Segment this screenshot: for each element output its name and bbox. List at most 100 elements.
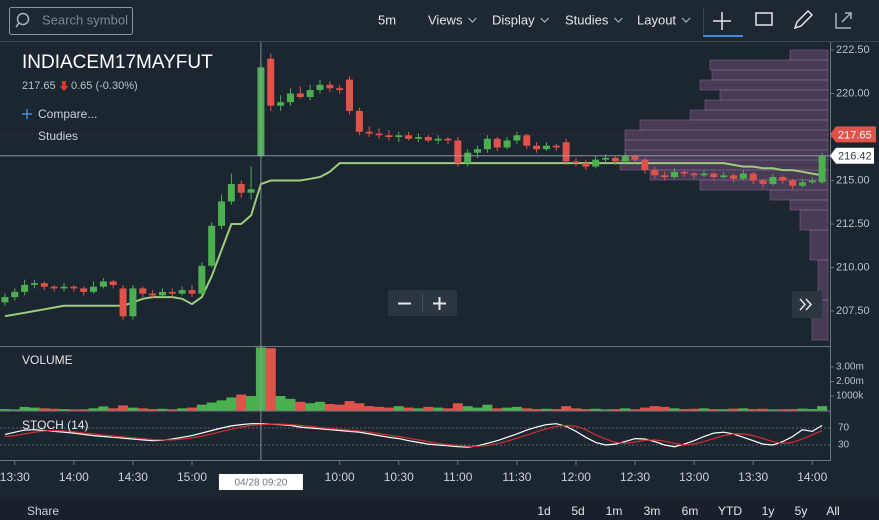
volume-bar — [738, 408, 749, 411]
candle-body — [523, 135, 531, 146]
candle-body — [247, 189, 255, 193]
candle-body — [316, 84, 324, 91]
volume-bar — [442, 408, 453, 411]
menu-item[interactable]: Display — [492, 12, 535, 27]
range-button[interactable]: 5y — [795, 504, 808, 518]
tool-icons[interactable] — [703, 8, 852, 37]
candle-body — [552, 145, 560, 148]
candle-body — [286, 93, 294, 103]
menu-item[interactable]: 5m — [378, 12, 396, 27]
stoch-title: STOCH (14) — [22, 418, 88, 432]
volume-tick-label: 2.00m — [836, 376, 864, 387]
scroll-right-button[interactable] — [792, 291, 822, 318]
y-tick-label: 207.50 — [836, 305, 870, 317]
candle-body — [562, 142, 570, 162]
candle-body — [149, 293, 157, 296]
candle-body — [129, 288, 137, 317]
candle-body — [30, 283, 38, 285]
profile-bar — [704, 99, 829, 111]
volume-bar — [610, 409, 621, 411]
candle-body — [70, 286, 78, 289]
volume-bar — [226, 397, 237, 411]
candle-body — [444, 138, 452, 141]
comment-tool[interactable] — [755, 12, 773, 26]
volume-bar — [817, 406, 828, 411]
volume-bar — [177, 408, 188, 411]
plot-area: 222.50220.00217.50215.00212.50210.00207.… — [0, 42, 879, 490]
volume-bar — [19, 406, 30, 411]
volume-bar — [807, 409, 818, 411]
volume-bar — [49, 408, 60, 411]
candle-body — [40, 283, 48, 287]
candle-body — [1, 297, 9, 303]
candle-body — [542, 145, 550, 150]
range-button[interactable]: 5d — [571, 504, 584, 518]
candle-body — [267, 58, 275, 106]
candle-body — [306, 90, 314, 97]
volume-bar — [285, 398, 296, 411]
candle-body — [474, 149, 482, 153]
menu-item[interactable]: Layout — [637, 12, 676, 27]
volume-bar — [216, 400, 227, 411]
x-tick-label: 14:30 — [118, 470, 148, 484]
volume-bar — [383, 407, 394, 411]
volume-bar — [236, 394, 247, 411]
profile-bar — [809, 229, 829, 261]
x-tick-label: 15:00 — [177, 470, 207, 484]
compare-button[interactable]: Compare... — [38, 107, 97, 121]
candle-body — [336, 88, 344, 91]
volume-bar — [334, 404, 345, 411]
volume-bar — [511, 406, 522, 411]
candle-body — [670, 171, 678, 178]
x-tick-label: 14:00 — [59, 470, 89, 484]
search-frame[interactable] — [9, 7, 133, 35]
range-button[interactable]: YTD — [718, 504, 742, 518]
range-button[interactable]: 1y — [762, 504, 775, 518]
candle-body — [572, 161, 580, 164]
volume-bar — [374, 406, 385, 411]
x-tick-label: 10:30 — [384, 470, 414, 484]
range-button[interactable]: 1m — [606, 504, 623, 518]
volume-bar — [639, 407, 650, 411]
volume-bar — [265, 348, 276, 411]
candle-body — [434, 138, 442, 141]
zoom-in[interactable] — [433, 297, 446, 310]
candle-body — [720, 175, 728, 178]
search-box[interactable]: Search symbol — [9, 7, 133, 35]
volume-bar — [305, 403, 316, 411]
profile-bar — [711, 69, 829, 81]
menu-item[interactable]: Views — [428, 12, 463, 27]
range-button[interactable]: 1d — [537, 504, 550, 518]
popout-tool[interactable] — [835, 12, 852, 29]
draw-tool[interactable] — [793, 9, 814, 30]
candle-body — [789, 180, 797, 186]
candle-body — [798, 182, 806, 186]
candle-body — [355, 110, 363, 132]
range-button[interactable]: All — [826, 504, 839, 518]
toolbar — [0, 0, 879, 41]
x-tick-label: 14:00 — [797, 470, 827, 484]
range-button[interactable]: 6m — [682, 504, 699, 518]
range-button[interactable]: 3m — [644, 504, 661, 518]
volume-bar — [502, 407, 513, 411]
volume-bar — [186, 407, 197, 411]
candle-body — [237, 183, 245, 193]
price-change: 0.65 (-0.30%) — [71, 80, 138, 92]
x-tick-label: 13:30 — [738, 470, 768, 484]
profile-bar — [719, 89, 829, 101]
scroll-right[interactable] — [792, 291, 822, 318]
volume-bar — [452, 403, 463, 411]
profile-bar — [639, 119, 829, 131]
share-button[interactable]: Share — [27, 504, 59, 518]
candle-body — [464, 152, 472, 164]
compare-icon[interactable] — [22, 109, 32, 119]
studies-button[interactable]: Studies — [38, 129, 78, 143]
down-arrow — [59, 81, 69, 91]
profile-bar — [699, 79, 829, 91]
zoom-controls[interactable] — [388, 290, 457, 316]
menu-item[interactable]: Studies — [565, 12, 609, 27]
volume-profile — [619, 49, 829, 341]
candle-body — [158, 291, 166, 296]
active-tool-underline — [703, 35, 743, 37]
menu-chevron — [468, 17, 477, 23]
